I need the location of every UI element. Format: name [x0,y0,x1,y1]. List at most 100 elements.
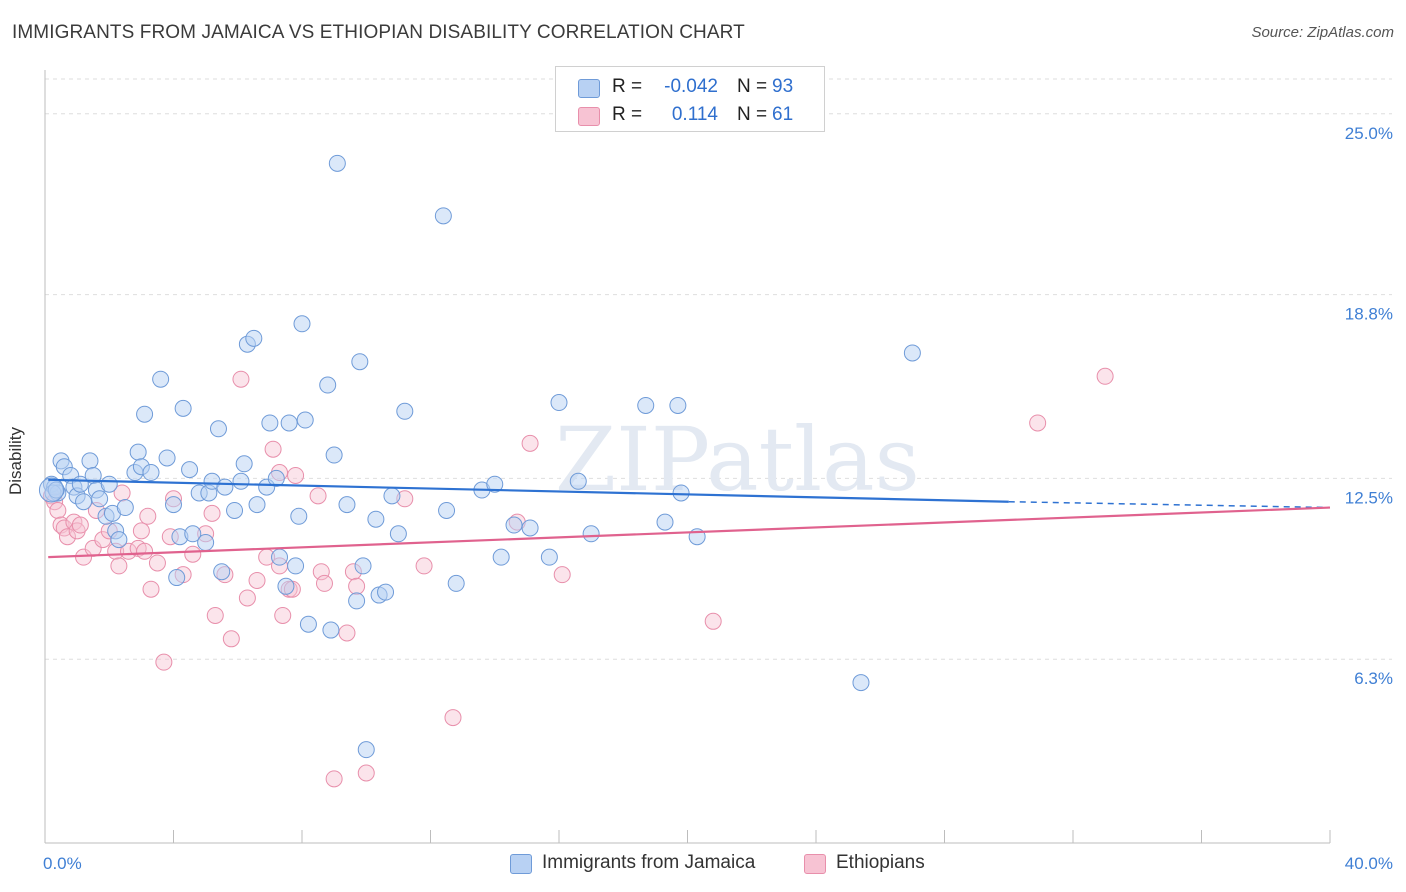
jamaica-point [267,469,285,487]
jamaica-point [319,376,337,394]
jamaica-point [348,592,366,610]
ethiopians-point [1029,414,1047,432]
legend-row-ethiopians: R = 0.114 N = 61 [556,101,824,129]
jamaica-point [38,477,64,503]
ethiopians-point [325,770,343,788]
jamaica-point [280,414,298,432]
jamaica-point [903,344,921,362]
ethiopians-point [203,504,221,522]
jamaica-point [434,207,452,225]
ethiopians-point [71,516,89,534]
legend-r-value: -0.042 [664,76,718,97]
jamaica-point [232,472,250,490]
jamaica-point [293,315,311,333]
x-tick-label: 0.0% [43,854,82,873]
jamaica-point [75,493,93,511]
jamaica-point [367,510,385,528]
jamaica-point [328,154,346,172]
ethiopians-point [348,577,366,595]
jamaica-point [209,420,227,438]
tick-labels: 6.3% 12.5% 18.8% 25.0% 0.0% 40.0% [43,124,1393,873]
ethiopians-point [49,501,67,519]
y-tick-label: 25.0% [1345,124,1393,143]
ethiopians-point [553,566,571,584]
jamaica-point [669,396,687,414]
jamaica-point [181,461,199,479]
source-label: Source: ZipAtlas.com [1251,24,1394,41]
ethiopians-point [238,589,256,607]
jamaica-point [322,621,340,639]
ethiopians-point [309,487,327,505]
ethiopians-point [444,709,462,727]
jamaica-point [91,490,109,508]
jamaica-point [235,455,253,473]
y-tick-label: 18.8% [1345,305,1393,324]
ethiopians-point [206,606,224,624]
ethiopians-point [315,574,333,592]
jamaica-point [290,507,308,525]
jamaica-point [142,464,160,482]
chart-title: IMMIGRANTS FROM JAMAICA VS ETHIOPIAN DIS… [12,22,745,43]
bottom-legend-swatch-blue [510,854,532,874]
jamaica-point [351,353,369,371]
jamaica-point [672,484,690,502]
ethiopians-point [148,554,166,572]
correlation-legend: R = -0.042 N = 93 R = 0.114 N = 61 [555,66,825,132]
jamaica-point [174,399,192,417]
jamaica-trend-extension [1008,500,1331,509]
jamaica-point [505,516,523,534]
jamaica-point [540,548,558,566]
ethiopians-point [248,571,266,589]
jamaica-point [168,569,186,587]
legend-row-jamaica: R = -0.042 N = 93 [556,73,824,101]
jamaica-point [354,557,372,575]
jamaica-point [158,449,176,467]
jamaica-point [216,478,234,496]
ethiopians-point [357,764,375,782]
jamaica-point [383,487,401,505]
ethiopians-point [132,522,150,540]
jamaica-point [248,496,266,514]
legend-r-label: R = [612,76,643,97]
jamaica-point [492,548,510,566]
axes [44,70,1331,844]
jamaica-point [245,329,263,347]
jamaica-point [299,615,317,633]
ethiopians-point [521,434,539,452]
jamaica-point [852,674,870,692]
y-tick-label: 6.3% [1354,669,1393,688]
jamaica-point [152,370,170,388]
jamaica-point [261,414,279,432]
grid-lines [45,78,1392,660]
ethiopians-point [184,545,202,563]
ethiopians-point [58,528,76,546]
ethiopians-point [155,653,173,671]
jamaica-point [277,577,295,595]
jamaica-point [197,534,215,552]
bottom-legend-label: Immigrants from Jamaica [542,852,756,873]
ethiopians-point [142,580,160,598]
jamaica-trend-line [48,478,1009,503]
jamaica-point [447,574,465,592]
ethiopians-trend-line [48,506,1331,559]
jamaica-point [357,741,375,759]
ethiopians-point [55,519,73,537]
ethiopians-point [139,507,157,525]
legend-swatch-blue [578,79,600,98]
ethiopians-point [415,557,433,575]
y-axis-label: Disability [6,426,25,495]
jamaica-point [296,411,314,429]
jamaica-point [550,394,568,412]
jamaica-point [226,501,244,519]
jamaica-point [486,475,504,493]
ethiopians-point [136,542,154,560]
jamaica-point [271,548,289,566]
jamaica-point [81,452,99,470]
legend-n-label: N = [737,76,768,97]
ethiopians-point [274,606,292,624]
ethiopians-point [232,370,250,388]
ethiopians-point [222,630,240,648]
jamaica-point [165,496,182,514]
legend-n-value: 93 [772,76,794,97]
